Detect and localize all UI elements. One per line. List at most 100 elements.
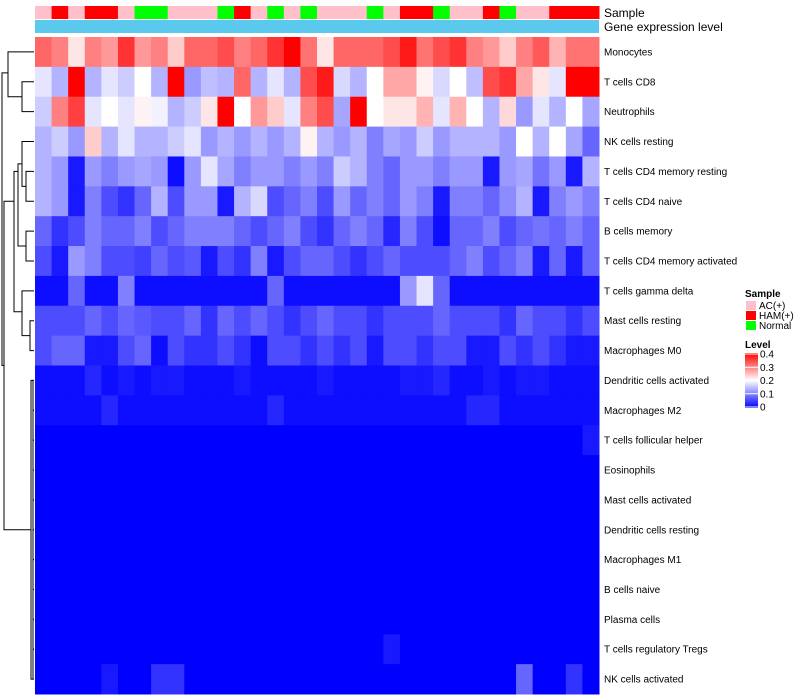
heatmap-cell xyxy=(449,37,467,68)
heatmap-cell xyxy=(565,634,583,665)
heatmap-cell xyxy=(333,425,351,456)
heatmap-cell xyxy=(466,574,484,605)
heatmap-cell xyxy=(151,484,169,516)
heatmap-cell xyxy=(134,37,152,68)
heatmap-cell xyxy=(549,156,567,187)
heatmap-cell xyxy=(482,544,500,576)
heatmap-cell xyxy=(549,96,567,128)
heatmap-cell xyxy=(234,604,252,635)
heatmap-cell xyxy=(134,156,152,187)
heatmap-cell xyxy=(184,96,202,128)
heatmap-cell xyxy=(565,604,583,635)
heatmap-cell xyxy=(499,365,517,396)
heatmap-cell xyxy=(383,634,401,665)
heatmap-cell xyxy=(184,514,202,546)
heatmap-cell xyxy=(399,335,418,366)
heatmap-cell xyxy=(366,514,384,546)
heatmap-cell xyxy=(68,186,86,217)
heatmap-cell xyxy=(167,216,185,247)
heatmap-cell xyxy=(151,455,169,486)
sample-annotation-cell xyxy=(184,6,202,19)
heatmap-cell xyxy=(383,604,401,635)
heatmap-cell xyxy=(549,66,567,98)
heatmap-cell xyxy=(250,395,268,426)
heatmap-cell xyxy=(283,275,301,307)
heatmap-cell xyxy=(68,544,86,576)
heatmap-cell xyxy=(383,246,401,277)
heatmap-cell xyxy=(134,664,152,695)
heatmap-cell xyxy=(101,574,119,605)
heatmap-cell xyxy=(549,455,567,486)
heatmap-cell xyxy=(68,275,86,307)
heatmap-cell xyxy=(482,425,500,456)
heatmap-cell xyxy=(184,37,202,68)
heatmap-cell xyxy=(234,425,252,456)
heatmap-cell xyxy=(151,156,169,187)
heatmap-cell xyxy=(499,37,517,68)
heatmap-cell xyxy=(217,305,235,337)
heatmap-cell xyxy=(51,544,69,576)
heatmap-cell xyxy=(267,604,285,635)
heatmap-cell xyxy=(35,544,53,576)
heatmap-cell xyxy=(267,634,285,665)
heatmap-cell xyxy=(250,574,268,605)
heatmap-cell xyxy=(317,395,335,426)
heatmap-cell xyxy=(366,305,384,337)
heatmap-cell xyxy=(516,634,534,665)
heatmap-cell xyxy=(399,664,418,695)
heatmap-cell xyxy=(200,186,218,217)
heatmap-cell xyxy=(317,216,335,247)
heatmap-cell xyxy=(383,156,401,187)
heatmap-cell xyxy=(433,66,451,98)
heatmap-cell xyxy=(582,216,600,247)
heatmap-cell xyxy=(117,455,136,486)
heatmap-cell xyxy=(84,455,102,486)
sample-annotation-cell xyxy=(234,6,252,19)
heatmap-cell xyxy=(482,664,500,695)
heatmap-cell xyxy=(68,365,86,396)
heatmap-cell xyxy=(117,216,136,247)
heatmap-cell xyxy=(350,634,368,665)
heatmap-cell xyxy=(117,96,136,128)
heatmap-cell xyxy=(283,246,301,277)
heatmap-cell xyxy=(101,425,119,456)
heatmap-cell xyxy=(200,96,218,128)
heatmap-cell xyxy=(51,574,69,605)
heatmap-cell xyxy=(549,126,567,157)
heatmap-cell xyxy=(350,455,368,486)
dendrogram-link xyxy=(25,230,34,262)
heatmap-cell xyxy=(117,544,136,576)
heatmap-cell xyxy=(184,574,202,605)
heatmap-cell xyxy=(283,365,301,396)
heatmap-cell xyxy=(134,186,152,217)
heatmap-cell xyxy=(200,514,218,546)
heatmap-cell xyxy=(134,484,152,516)
heatmap-cell xyxy=(200,604,218,635)
row-label: Dendritic cells resting xyxy=(604,525,699,536)
heatmap-cell xyxy=(549,664,567,695)
sample-annotation-cell xyxy=(466,6,484,19)
row-label: NK cells activated xyxy=(604,675,683,686)
row-label: T cells CD8 xyxy=(604,77,656,88)
row-label: T cells CD4 memory resting xyxy=(604,167,727,178)
heatmap-cell xyxy=(466,514,484,546)
heatmap-cell xyxy=(167,574,185,605)
heatmap-cell xyxy=(350,305,368,337)
heatmap-cell xyxy=(449,246,467,277)
heatmap-cell xyxy=(549,604,567,635)
heatmap-cell xyxy=(317,664,335,695)
heatmap-cell xyxy=(283,484,301,516)
heatmap-cell xyxy=(51,275,69,307)
heatmap-cell xyxy=(582,37,600,68)
heatmap-cell xyxy=(250,365,268,396)
heatmap-cell xyxy=(532,484,550,516)
heatmap-cell xyxy=(267,156,285,187)
heatmap-cell xyxy=(317,275,335,307)
heatmap-cell xyxy=(449,395,467,426)
heatmap-cell xyxy=(151,305,169,337)
heatmap-cell xyxy=(482,305,500,337)
heatmap-cell xyxy=(51,484,69,516)
heatmap-cell xyxy=(333,66,351,98)
heatmap-cell xyxy=(234,365,252,396)
heatmap-cell xyxy=(482,126,500,157)
